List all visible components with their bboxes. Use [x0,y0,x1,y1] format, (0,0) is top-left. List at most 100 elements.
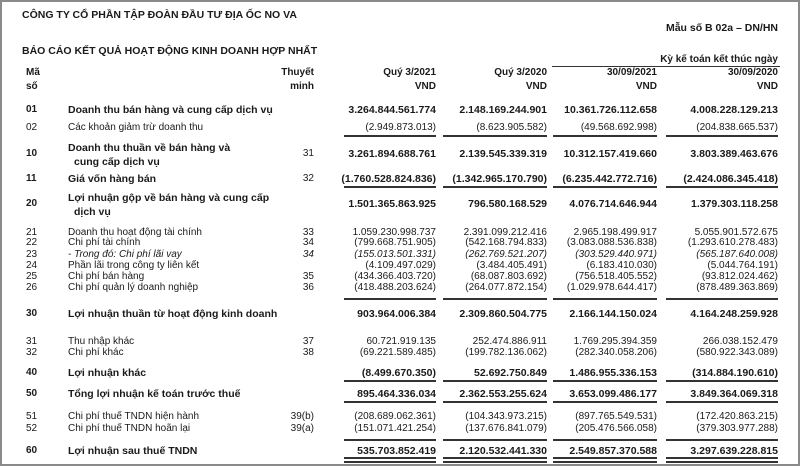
row-value: (6.235.442.772.716) [562,173,657,185]
row-note: 31 [302,148,314,159]
row-value: (2.949.873.013) [365,122,436,133]
row-code: 31 [26,336,38,347]
row-code: 32 [26,347,38,358]
row-value: 2.391.099.212.416 [463,227,547,238]
row-code: 25 [26,271,38,282]
row-value: 3.297.639.228.815 [690,445,778,457]
code-header-1: Mã [26,67,40,78]
row-value: (1.760.528.824.836) [341,173,436,185]
row-value: (68.087.803.692) [470,271,547,282]
row-value: 903.964.006.384 [357,308,436,320]
row-code: 21 [26,227,38,238]
row-value: 10.312.157.419.660 [563,148,657,160]
subtotal-rule [443,380,547,382]
row-value: (172.420.863.215) [696,411,778,422]
row-value: (8.623.905.582) [476,122,547,133]
row-value: 2.965.198.499.917 [573,227,657,238]
row-code: 11 [26,173,37,184]
note-header-1: Thuyết [281,67,314,78]
row-value: 895.464.336.034 [357,388,436,400]
row-note: 33 [302,227,314,238]
row-value: (897.765.549.531) [575,411,657,422]
row-code: 01 [26,104,38,115]
row-code: 20 [26,198,38,209]
row-label: Chi phí bán hàng [68,271,145,282]
row-value: 3.849.364.069.318 [690,388,778,400]
column-header-title: 30/09/2021 [606,67,657,78]
row-value: (580.922.343.089) [696,347,778,358]
row-value: (303.529.440.971) [575,249,657,260]
row-label: Các khoản giảm trừ doanh thu [68,122,204,133]
double-total-rule [553,457,657,463]
subtotal-rule [666,380,778,382]
row-value: (49.568.692.998) [580,122,657,133]
row-value: (8.499.670.350) [361,367,436,379]
subtotal-rule [666,298,778,300]
row-value: (418.488.203.624) [354,282,436,293]
row-value: (2.424.086.345.418) [683,173,778,185]
row-value: 4.076.714.646.944 [569,198,657,210]
subtotal-rule [666,439,778,441]
column-header-unit: VND [414,81,436,92]
row-code: 22 [26,237,38,248]
subtotal-rule [666,401,778,403]
row-value: (542.168.794.833) [465,237,547,248]
subtotal-rule [666,186,778,188]
row-code: 26 [26,282,38,293]
row-value: 2.120.532.441.330 [459,445,547,457]
double-total-rule [443,457,547,463]
row-value: (1.293.610.278.483) [687,237,778,248]
row-value: 266.038.152.479 [702,336,778,347]
row-label: Chi phí thuế TNDN hiện hành [68,411,200,422]
row-code: 02 [26,122,38,133]
row-value: 1.379.303.118.258 [690,198,778,210]
row-value: (1.029.978.644.417) [566,282,657,293]
row-value: 4.164.248.259.928 [690,308,778,320]
subtotal-rule [553,298,657,300]
row-value: (379.303.977.288) [696,423,778,434]
row-label: Doanh thu bán hàng và cung cấp dịch vụ [68,104,273,116]
row-value: (6.183.410.030) [586,260,657,271]
row-note: 34 [302,237,314,248]
row-value: (5.044.764.191) [707,260,778,271]
period-group-header: Kỳ kế toán kết thúc ngày [660,54,778,65]
row-value: 2.309.860.504.775 [459,308,547,320]
subtotal-rule [553,186,657,188]
code-header-2: số [26,81,38,92]
row-label: Lợi nhuận gộp về bán hàng và cung cấp [68,192,270,204]
row-value: 796.580.168.529 [468,198,547,210]
row-label-line2: dịch vụ [74,206,111,218]
note-header-2: minh [290,81,314,92]
row-value: (264.077.872.154) [465,282,547,293]
row-value: 5.055.901.572.675 [694,227,778,238]
row-code: 24 [26,260,38,271]
column-header-unit: VND [756,81,778,92]
row-value: (434.366.403.720) [354,271,436,282]
subtotal-rule [443,298,547,300]
row-label: Lợi nhuận khác [68,367,147,379]
row-label: Thu nhập khác [68,336,135,347]
column-header-unit: VND [635,81,657,92]
row-code: 50 [26,388,38,399]
column-header-title: Quý 3/2021 [383,67,436,78]
row-value: (205.476.566.058) [575,423,657,434]
row-value: 1.059.230.998.737 [352,227,436,238]
row-value: 1.501.365.863.925 [348,198,436,210]
row-value: (4.109.497.029) [365,260,436,271]
form-code: Mẫu số B 02a – DN/HN [665,22,778,34]
row-code: 40 [26,367,38,378]
column-header-unit: VND [525,81,547,92]
subtotal-rule [344,439,436,441]
row-value: (799.668.751.905) [354,237,436,248]
row-label: Chi phí thuế TNDN hoãn lại [68,423,191,434]
subtotal-rule [443,439,547,441]
row-value: 2.139.545.339.319 [459,148,547,160]
row-value: 1.486.955.336.153 [569,367,657,379]
row-note: 35 [302,271,314,282]
row-value: 3.653.099.486.177 [569,388,657,400]
subtotal-rule [344,186,436,188]
report-title: BÁO CÁO KẾT QUẢ HOẠT ĐỘNG KINH DOANH HỢP… [22,45,318,57]
row-label: Giá vốn hàng bán [68,173,157,185]
row-value: 60.721.919.135 [366,336,436,347]
subtotal-rule [553,380,657,382]
